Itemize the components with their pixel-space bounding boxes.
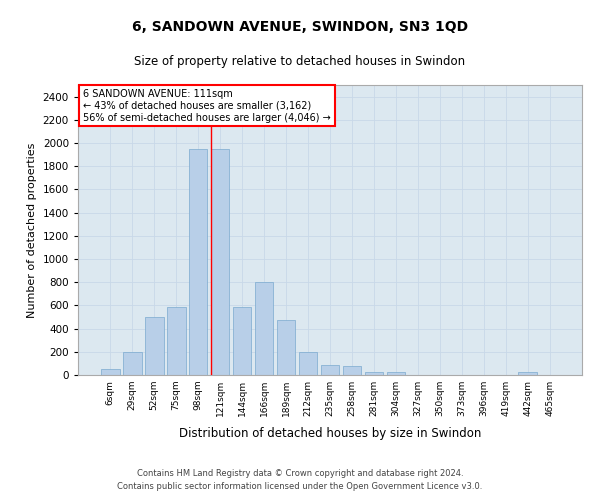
Bar <box>277 320 295 375</box>
Bar <box>189 149 208 375</box>
Bar <box>233 306 251 375</box>
Bar <box>386 372 405 375</box>
Bar <box>211 149 229 375</box>
Text: Size of property relative to detached houses in Swindon: Size of property relative to detached ho… <box>134 55 466 68</box>
Text: Contains HM Land Registry data © Crown copyright and database right 2024.: Contains HM Land Registry data © Crown c… <box>137 468 463 477</box>
X-axis label: Distribution of detached houses by size in Swindon: Distribution of detached houses by size … <box>179 428 481 440</box>
Bar <box>343 366 361 375</box>
Bar <box>518 372 537 375</box>
Bar <box>365 372 383 375</box>
Y-axis label: Number of detached properties: Number of detached properties <box>27 142 37 318</box>
Bar <box>255 282 274 375</box>
Bar <box>101 369 119 375</box>
Text: 6 SANDOWN AVENUE: 111sqm
← 43% of detached houses are smaller (3,162)
56% of sem: 6 SANDOWN AVENUE: 111sqm ← 43% of detach… <box>83 90 331 122</box>
Bar <box>320 364 340 375</box>
Text: 6, SANDOWN AVENUE, SWINDON, SN3 1QD: 6, SANDOWN AVENUE, SWINDON, SN3 1QD <box>132 20 468 34</box>
Bar <box>145 317 164 375</box>
Bar <box>167 306 185 375</box>
Text: Contains public sector information licensed under the Open Government Licence v3: Contains public sector information licen… <box>118 482 482 491</box>
Bar <box>299 352 317 375</box>
Bar <box>123 352 142 375</box>
